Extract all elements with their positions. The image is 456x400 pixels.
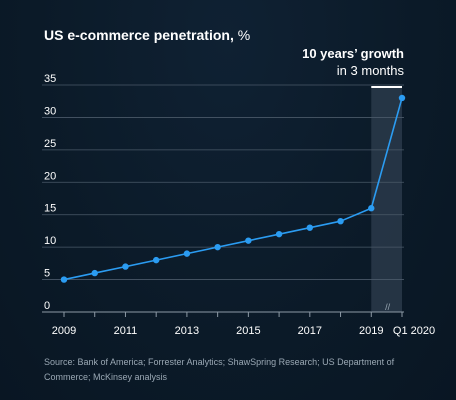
- x-tick-label-2015: 2015: [236, 325, 260, 337]
- data-point-2019: [368, 205, 375, 212]
- y-tick-label-15: 15: [44, 203, 56, 215]
- x-tick-label-Q1-2020: Q1 2020: [393, 325, 435, 337]
- axis-break-symbol: //: [385, 302, 391, 312]
- data-point-2017: [306, 224, 314, 231]
- data-point-Q1-2020: [398, 94, 406, 102]
- source-note: Source: Bank of America; Forrester Analy…: [44, 357, 395, 382]
- y-tick-label-35: 35: [44, 73, 56, 85]
- y-tick-label-25: 25: [44, 138, 56, 150]
- y-tick-label-20: 20: [44, 170, 56, 182]
- series-line: [63, 97, 403, 281]
- data-point-2009: [60, 276, 68, 283]
- x-tick-label-2009: 2009: [52, 325, 76, 337]
- chart-title-main: US e-commerce penetration,: [44, 27, 234, 43]
- y-tick-label-5: 5: [44, 268, 50, 280]
- chart-title: US e-commerce penetration, %: [44, 26, 250, 44]
- data-point-2014: [214, 243, 221, 251]
- y-tick-label-10: 10: [44, 235, 56, 247]
- annotation-line-1: 10 years’ growth: [302, 46, 404, 61]
- chart-title-unit: %: [237, 27, 251, 43]
- annotation-line-2: in 3 months: [336, 63, 404, 78]
- growth-annotation: 10 years’ growth in 3 months: [302, 45, 404, 79]
- data-point-2012: [152, 256, 160, 264]
- y-tick-label-30: 30: [44, 105, 56, 117]
- data-point-2016: [275, 230, 283, 238]
- data-point-2018: [337, 218, 344, 225]
- data-point-2011: [122, 263, 129, 270]
- x-tick-label-2013: 2013: [175, 325, 199, 337]
- x-tick-label-2011: 2011: [114, 325, 138, 337]
- y-tick-label-0: 0: [44, 300, 50, 312]
- data-point-2010: [91, 269, 98, 277]
- x-tick-label-2019: 2019: [359, 325, 383, 337]
- x-tick-label-2017: 2017: [298, 325, 322, 337]
- highlight-band: [371, 87, 402, 312]
- data-point-2013: [183, 250, 191, 257]
- data-point-2015: [245, 237, 252, 244]
